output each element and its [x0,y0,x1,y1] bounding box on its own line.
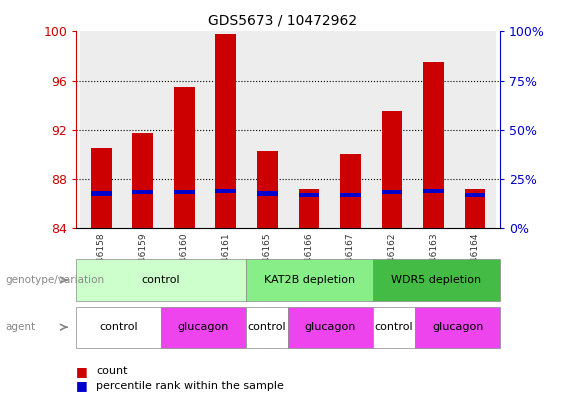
Text: glucagon: glucagon [178,322,229,332]
Text: genotype/variation: genotype/variation [6,275,105,285]
Bar [205,31,246,228]
Bar [257,151,278,228]
Bar [330,31,371,228]
Bar [91,148,112,228]
Bar [288,31,330,228]
Bar [163,31,205,228]
Bar [298,193,319,197]
Bar [174,190,195,195]
Text: glucagon: glucagon [432,322,483,332]
Bar [423,62,444,228]
Bar [465,193,485,197]
Bar [80,31,122,228]
Text: control: control [375,322,414,332]
Text: control: control [142,275,180,285]
Bar [132,190,153,195]
Text: percentile rank within the sample: percentile rank within the sample [96,381,284,391]
Bar [298,189,319,228]
Text: KAT2B depletion: KAT2B depletion [264,275,355,285]
Bar [215,189,236,193]
Bar [340,193,361,197]
Bar [371,31,413,228]
Bar [122,31,163,228]
Bar [246,31,288,228]
Bar [413,31,454,228]
Text: GDS5673 / 10472962: GDS5673 / 10472962 [208,14,357,28]
Text: WDR5 depletion: WDR5 depletion [392,275,481,285]
Bar [340,154,361,228]
Bar [174,87,195,228]
Bar [423,189,444,193]
Text: count: count [96,366,128,376]
Text: control: control [99,322,138,332]
Text: ■: ■ [76,365,88,378]
Bar [381,111,402,228]
Bar [454,31,496,228]
Text: control: control [247,322,286,332]
Bar [132,133,153,228]
Text: glucagon: glucagon [305,322,356,332]
Text: agent: agent [6,322,36,332]
Bar [91,191,112,196]
Bar [257,191,278,196]
Bar [215,34,236,228]
Bar [465,189,485,228]
Bar [381,190,402,195]
Text: ■: ■ [76,379,88,393]
